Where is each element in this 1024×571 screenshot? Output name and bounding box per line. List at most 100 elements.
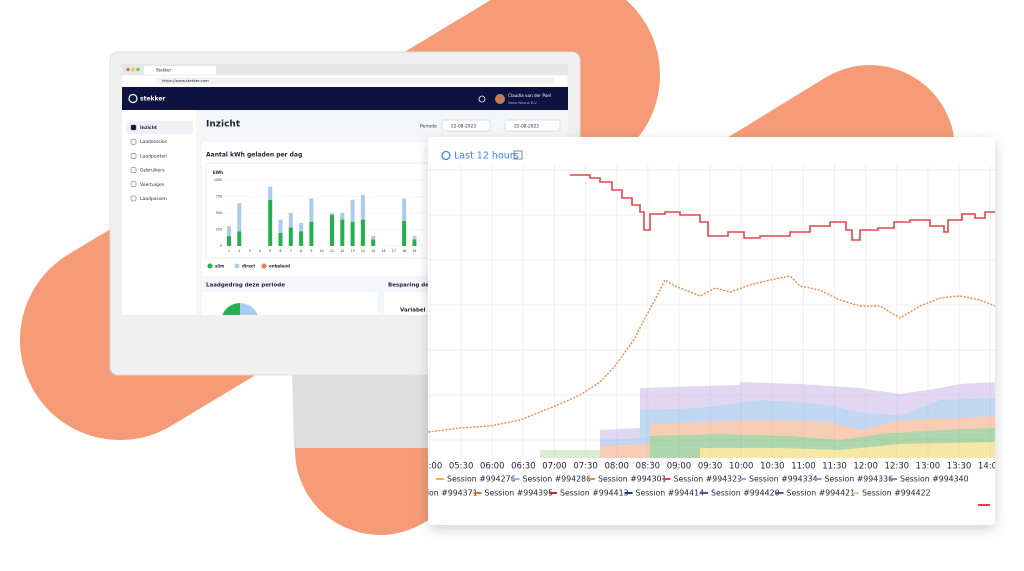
- bar: [268, 199, 273, 246]
- bar: [371, 236, 376, 240]
- bar: [340, 213, 345, 220]
- legend-label[interactable]: Session #994371: [409, 489, 478, 498]
- y-tick-label: 500: [216, 211, 222, 215]
- legend-label[interactable]: Session #994323: [674, 475, 743, 484]
- x-tick-label: 11:30: [822, 462, 847, 472]
- legend-label[interactable]: Session #994301: [598, 475, 667, 484]
- x-tick-label: 7: [290, 249, 292, 253]
- browser-tab[interactable]: Stekker: [156, 68, 172, 73]
- bar: [278, 219, 283, 233]
- sidebar: Inzicht Laadsessies Laadpunten Gebruikers Vo…: [130, 124, 168, 202]
- x-tick-label: 18: [402, 249, 406, 253]
- pie-decoration: [240, 303, 258, 315]
- legend-label[interactable]: Session #994336: [825, 475, 894, 484]
- legend-label: slim: [215, 263, 224, 268]
- company-name: Nova Nexus B.V.: [508, 101, 537, 105]
- x-tick-label: 3: [249, 249, 251, 253]
- logo[interactable]: stekker: [140, 96, 165, 103]
- legend-label[interactable]: Session #994395: [485, 489, 554, 498]
- legend-label[interactable]: Session #994276: [447, 475, 516, 484]
- legend-label[interactable]: Session #994421: [787, 489, 856, 498]
- nav-icon: [130, 124, 137, 131]
- bar: [350, 199, 355, 222]
- x-tick-label: 06:00: [480, 462, 505, 472]
- bar: [402, 198, 407, 221]
- time-range[interactable]: Last 12 hours: [454, 151, 519, 162]
- legend-label[interactable]: Session #994340: [900, 475, 969, 484]
- x-tick-label: 9: [310, 249, 312, 253]
- legend-label: direct: [242, 263, 255, 268]
- x-tick-label: 07:00: [542, 462, 567, 472]
- bar: [309, 221, 314, 246]
- x-tick-label: 11:00: [791, 462, 816, 472]
- x-tick-label: 16: [381, 249, 385, 253]
- nav-item[interactable]: Laadpunten: [140, 153, 167, 159]
- user-name[interactable]: Claudia van der Poel: [508, 93, 551, 98]
- bar: [360, 219, 365, 246]
- legend: Session #994276 Session #994286 Session #9…: [409, 475, 969, 498]
- x-tick-label: 05:30: [449, 462, 474, 472]
- legend-label: onbelend: [269, 263, 290, 268]
- bar: [350, 221, 355, 246]
- session-line: [570, 174, 995, 241]
- legend-swatch: [261, 263, 267, 269]
- session-line: [428, 275, 995, 433]
- nav-icon: [130, 195, 137, 202]
- legend-label[interactable]: Session #994422: [862, 489, 931, 498]
- pie-decoration: [222, 303, 240, 315]
- x-tick-label: 12:00: [853, 462, 878, 472]
- bar: [227, 236, 231, 246]
- x-tick-label: 6: [279, 249, 281, 253]
- address-bar[interactable]: https://www.stekker.com: [162, 78, 209, 83]
- bar: [360, 195, 365, 220]
- x-tick-label: 05:00: [418, 462, 443, 472]
- x-tick-label: 14:00: [978, 462, 1003, 472]
- card-title: Aantal kWh geladen per dag: [206, 152, 302, 159]
- bar: [288, 227, 293, 246]
- x-axis: 05:00 05:30 06:00 06:30 07:00 07:30 08:00 08:30…: [418, 462, 1003, 472]
- session-areas: [540, 382, 995, 458]
- nav-icon: [130, 138, 137, 145]
- legend-label[interactable]: Session #994420: [711, 489, 780, 498]
- x-tick-label: 15: [371, 249, 375, 253]
- x-tick-label: 4: [259, 249, 261, 253]
- x-tick-label: 12:30: [885, 462, 910, 472]
- period-label: Periode: [420, 124, 437, 130]
- card-title: Besparing deze: [388, 283, 436, 289]
- x-tick-label: 2: [238, 249, 240, 253]
- bar: [412, 236, 417, 240]
- nav-icon: [130, 181, 137, 188]
- x-tick-label: 10:00: [729, 462, 754, 472]
- date-from[interactable]: 22-08-2023: [451, 124, 476, 130]
- bar: [309, 198, 314, 222]
- nav-item[interactable]: Laadsessies: [140, 139, 168, 145]
- x-tick-label: 1: [228, 249, 230, 253]
- x-tick-label: 09:00: [667, 462, 692, 472]
- legend-label[interactable]: Session #994414: [636, 489, 705, 498]
- y-tick-label: 250: [216, 228, 222, 232]
- card-title: Laadgedrag deze periode: [206, 283, 285, 289]
- nav-item[interactable]: Laadpassen: [140, 196, 167, 202]
- nav-item[interactable]: Voertuigen: [140, 182, 165, 188]
- bar: [278, 232, 283, 246]
- date-to[interactable]: 22-08-2023: [514, 124, 539, 130]
- x-tick-label: 06:30: [511, 462, 536, 472]
- legend-label[interactable]: Session #994334: [749, 475, 818, 484]
- nav-item[interactable]: Inzicht: [140, 125, 158, 131]
- x-tick-label: 09:30: [698, 462, 723, 472]
- bar: [330, 213, 334, 215]
- x-tick-label: 13:00: [916, 462, 941, 472]
- x-tick-label: 14: [361, 249, 365, 253]
- legend-label[interactable]: Session #994286: [523, 475, 592, 484]
- x-tick-label: 07:30: [573, 462, 598, 472]
- nav-icon: [130, 153, 137, 159]
- x-tick-label: 08:00: [604, 462, 629, 472]
- bar: [340, 219, 345, 246]
- bar: [227, 226, 231, 237]
- legend-label[interactable]: Session #994413: [560, 489, 629, 498]
- page-title: Inzicht: [206, 120, 241, 130]
- nav-item[interactable]: Gebruikers: [140, 168, 165, 174]
